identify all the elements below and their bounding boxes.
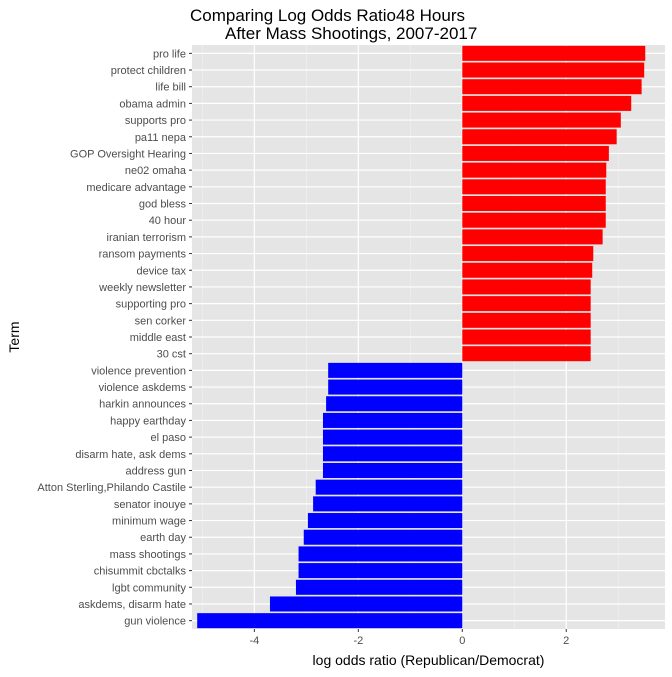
y-tick-label: supporting pro <box>116 299 186 311</box>
y-tick-label: supports pro <box>125 115 186 127</box>
y-tick-label: harkin announces <box>99 399 186 411</box>
y-tick-label: disarm hate, ask dems <box>75 449 186 461</box>
y-tick-label: Atton Sterling,Philando Castile <box>37 482 186 494</box>
y-tick-label: ransom payments <box>99 249 187 261</box>
y-tick-label: earth day <box>140 532 186 544</box>
y-tick-label: violence askdems <box>99 382 187 394</box>
y-tick-label: middle east <box>130 332 186 344</box>
bar <box>462 279 591 295</box>
bar <box>326 396 463 412</box>
y-tick-label: pa11 nepa <box>135 132 187 144</box>
y-tick-label: address gun <box>125 465 186 477</box>
y-tick-label: iranian terrorism <box>107 232 186 244</box>
bar <box>462 112 621 128</box>
bar <box>462 79 642 95</box>
y-tick-label: sen corker <box>135 315 187 327</box>
x-tick-label: 2 <box>563 635 569 647</box>
y-tick-label: weekly newsletter <box>98 282 186 294</box>
bar <box>328 379 463 395</box>
bar <box>462 62 645 78</box>
bar <box>303 529 463 545</box>
y-tick-label: protect children <box>111 65 186 77</box>
y-tick-label: happy earthday <box>110 415 186 427</box>
bar <box>462 95 632 111</box>
y-tick-label: askdems, disarm hate <box>78 599 186 611</box>
y-tick-label: mass shootings <box>110 549 187 561</box>
bar <box>462 346 591 362</box>
y-tick-label: medicare advantage <box>86 182 186 194</box>
y-tick-label: el paso <box>151 432 186 444</box>
y-tick-label: 40 hour <box>149 215 187 227</box>
y-tick-label: GOP Oversight Hearing <box>70 148 186 160</box>
bar <box>462 296 591 312</box>
bar <box>462 145 609 161</box>
y-tick-label: pro life <box>153 48 186 60</box>
y-tick-label: 30 cst <box>157 349 186 361</box>
bar <box>328 362 463 378</box>
y-tick-label: ne02 omaha <box>125 165 187 177</box>
bar <box>462 45 646 61</box>
chart-title-line-2: After Mass Shootings, 2007-2017 <box>225 24 478 43</box>
bar <box>322 412 463 428</box>
bar <box>462 162 607 178</box>
bar <box>298 546 463 562</box>
x-tick-label: -4 <box>249 635 259 647</box>
bar <box>313 496 463 512</box>
bar <box>322 462 463 478</box>
x-tick-label: 0 <box>459 635 465 647</box>
y-tick-label: device tax <box>136 265 186 277</box>
bar <box>197 613 463 629</box>
bar <box>462 196 606 212</box>
bar <box>307 513 463 529</box>
bar <box>298 563 463 579</box>
bar <box>269 596 463 612</box>
y-tick-label: gun violence <box>124 616 186 628</box>
bar <box>462 312 591 328</box>
x-axis-title: log odds ratio (Republican/Democrat) <box>313 652 545 668</box>
chart-title-line-1: Comparing Log Odds Ratio48 Hours <box>190 6 465 25</box>
bar <box>295 579 463 595</box>
bar <box>462 229 603 245</box>
y-tick-label: chisummit cbctalks <box>94 566 187 578</box>
y-tick-label: god bless <box>139 199 187 211</box>
bar <box>322 429 463 445</box>
y-axis-title: Term <box>6 321 22 352</box>
y-tick-label: life bill <box>155 82 186 94</box>
bar <box>462 212 606 228</box>
bar <box>462 262 593 278</box>
bar <box>462 179 606 195</box>
bar <box>462 246 594 262</box>
y-tick-label: senator inouye <box>114 499 186 511</box>
bar <box>462 129 617 145</box>
y-tick-label: obama admin <box>119 98 186 110</box>
y-tick-label: minimum wage <box>112 516 186 528</box>
y-tick-label: violence prevention <box>91 365 186 377</box>
bar <box>315 479 463 495</box>
x-tick-label: -2 <box>353 635 363 647</box>
bar <box>462 329 591 345</box>
y-tick-label: lgbt community <box>112 582 186 594</box>
bar <box>322 446 463 462</box>
